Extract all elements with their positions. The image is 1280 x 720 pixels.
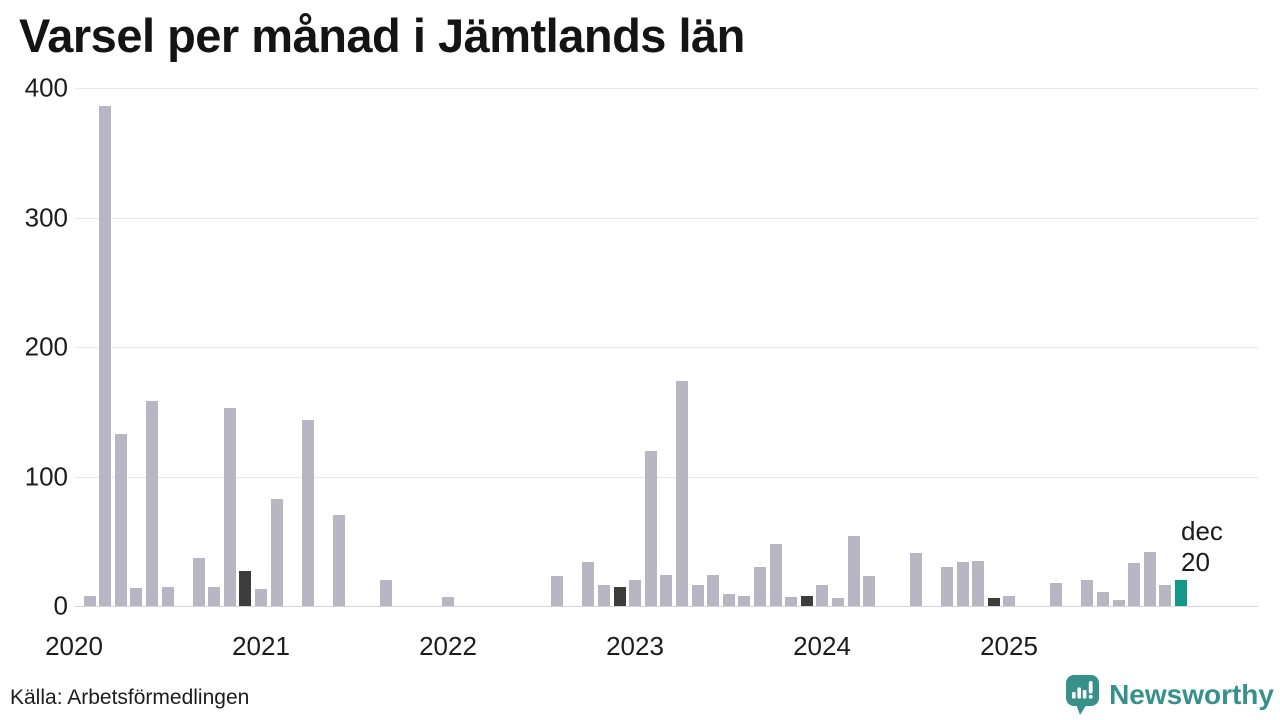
bar-2024-09[interactable] [941,567,953,606]
bar-2022-10[interactable] [582,562,594,606]
x-tick-label-2020: 2020 [45,631,103,661]
bar-2023-08[interactable] [738,596,750,606]
bar-2020-12[interactable] [239,571,251,606]
bar-2020-02[interactable] [84,596,96,606]
y-gridline-200 [75,347,1258,348]
bar-2023-11[interactable] [785,597,797,606]
bar-2021-02[interactable] [271,499,283,606]
bar-2020-11[interactable] [224,408,236,606]
newsworthy-icon [1066,675,1100,715]
bar-2024-11[interactable] [972,561,984,606]
bar-2023-06[interactable] [707,575,719,606]
bar-2024-04[interactable] [863,576,875,606]
bar-2022-12[interactable] [614,587,626,606]
bar-2022-11[interactable] [598,585,610,606]
bar-2021-01[interactable] [255,589,267,606]
bar-2025-06[interactable] [1081,580,1093,606]
bar-2023-09[interactable] [754,567,766,606]
bar-2020-03[interactable] [99,106,111,606]
bar-2020-04[interactable] [115,434,127,606]
bar-2024-10[interactable] [957,562,969,606]
highlight-value-label: 20 [1181,547,1210,577]
y-gridline-300 [75,218,1258,219]
bar-2021-09[interactable] [380,580,392,606]
bar-2025-12[interactable] [1175,580,1187,606]
chart-title: Varsel per månad i Jämtlands län [19,9,745,62]
y-tick-label-200: 200 [24,331,68,362]
bar-2023-01[interactable] [629,580,641,606]
bar-2024-02[interactable] [832,598,844,606]
source-caption: Källa: Arbetsförmedlingen [10,686,250,709]
bar-2024-12[interactable] [988,598,1000,606]
bar-2020-09[interactable] [193,558,205,606]
newsworthy-brand[interactable]: Newsworthy [1064,673,1274,716]
x-tick-label-2022: 2022 [419,631,477,661]
bar-2022-08[interactable] [551,576,563,606]
x-tick-label-2021: 2021 [232,631,290,661]
bar-2020-07[interactable] [162,587,174,606]
bar-2020-05[interactable] [130,588,142,606]
x-tick-label-2024: 2024 [793,631,851,661]
bar-2021-04[interactable] [302,420,314,606]
y-tick-label-400: 400 [24,72,68,103]
bar-2021-06[interactable] [333,515,345,606]
bar-2025-11[interactable] [1159,585,1171,606]
bar-2020-10[interactable] [208,587,220,606]
y-gridline-100 [75,477,1258,478]
bar-2023-12[interactable] [801,596,813,606]
x-tick-label-2023: 2023 [606,631,664,661]
bar-2023-03[interactable] [660,575,672,606]
bar-2024-01[interactable] [816,585,828,606]
bar-2025-10[interactable] [1144,552,1156,606]
bar-2023-10[interactable] [770,544,782,606]
bar-2020-06[interactable] [146,401,158,606]
bar-2024-07[interactable] [910,553,922,606]
x-tick-label-2025: 2025 [980,631,1038,661]
y-gridline-0 [75,606,1258,607]
bar-2023-02[interactable] [645,451,657,606]
bar-2025-09[interactable] [1128,563,1140,606]
bar-2022-01[interactable] [442,597,454,606]
bar-2025-07[interactable] [1097,592,1109,606]
y-tick-label-100: 100 [24,461,68,492]
bar-2025-04[interactable] [1050,583,1062,606]
newsworthy-wordmark: Newsworthy [1109,679,1274,710]
y-tick-label-300: 300 [24,202,68,233]
y-gridline-400 [75,88,1258,89]
y-tick-label-0: 0 [53,590,68,621]
bar-2023-07[interactable] [723,594,735,606]
bar-2025-01[interactable] [1003,596,1015,606]
bar-2025-08[interactable] [1113,600,1125,606]
bar-2024-03[interactable] [848,536,860,606]
highlight-month-label: dec [1181,516,1223,546]
bar-2023-04[interactable] [676,381,688,606]
highlight-annotation: dec 20 [1181,516,1223,578]
bar-2023-05[interactable] [692,585,704,606]
